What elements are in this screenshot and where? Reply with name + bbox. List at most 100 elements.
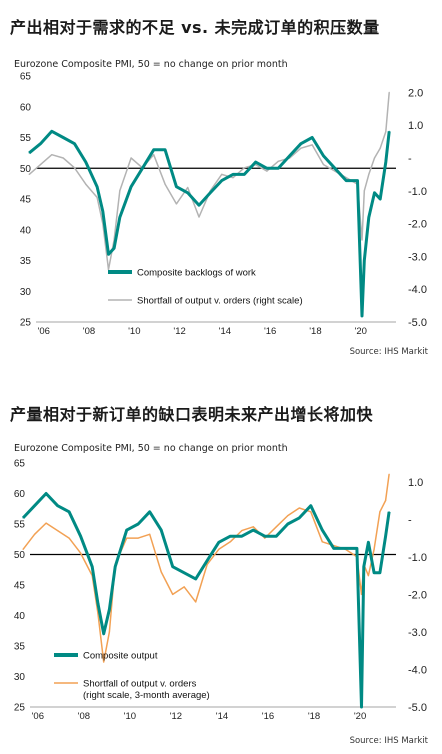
data-point (373, 572, 375, 574)
data-point (149, 533, 151, 535)
series-line (22, 474, 390, 663)
data-point (255, 161, 257, 163)
data-point (356, 179, 359, 182)
data-point (388, 130, 390, 132)
x-axis-tick-label: '08 (78, 711, 90, 722)
x-axis-tick-label: '18 (309, 326, 321, 337)
data-point (187, 192, 189, 194)
data-point (275, 526, 277, 528)
data-point (126, 537, 128, 539)
left-axis-tick-label: 60 (14, 489, 26, 500)
data-point (367, 575, 369, 577)
data-point (39, 143, 42, 145)
series-line (28, 92, 390, 271)
data-point (107, 268, 110, 271)
data-point (310, 511, 312, 513)
data-point (385, 499, 387, 502)
right-axis-tick-label: -4.0 (408, 664, 427, 676)
data-point (22, 548, 24, 550)
data-point (363, 566, 365, 568)
data-point (91, 566, 93, 568)
right-axis-tick-label: 1.0 (408, 477, 423, 489)
data-point (68, 511, 70, 513)
data-point (175, 186, 177, 188)
data-point (321, 541, 323, 543)
right-axis-tick-label: - (408, 514, 412, 526)
data-point (232, 177, 234, 179)
chart-2-plot: 65 60 55 50 45 40 35 30 25 1.0 - -1.0 -2.0 -3.0 -4.0 -5… (14, 459, 427, 723)
data-point (345, 177, 347, 179)
data-point (321, 529, 323, 531)
data-point (367, 541, 369, 543)
data-point (322, 155, 325, 157)
chart-title: 产量相对于新订单的缺口表明未来产出增长将加快 (10, 405, 374, 424)
data-point (241, 535, 243, 537)
data-point (80, 535, 82, 537)
data-point (102, 210, 104, 212)
data-point (149, 511, 151, 513)
right-axis-tick-label: - (408, 153, 412, 165)
data-point (300, 147, 302, 149)
left-axis-tick-label: 40 (14, 611, 26, 622)
data-point (344, 547, 346, 549)
x-axis-tick-label: '16 (264, 326, 276, 337)
chart-subtitle: Eurozone Composite PMI, 50 = no change o… (14, 443, 288, 454)
data-point (288, 155, 291, 157)
series-line (28, 129, 391, 318)
series-line (22, 492, 391, 709)
data-point (368, 216, 370, 219)
right-axis-tick-label: -5.0 (408, 702, 427, 714)
legend-label: Composite output (83, 651, 158, 662)
data-point (57, 505, 59, 507)
data-point (209, 192, 211, 194)
data-point (206, 560, 208, 562)
left-axis-tick-label: 45 (14, 581, 26, 592)
data-point (195, 601, 197, 603)
right-axis-tick-label: -2.0 (408, 589, 427, 601)
data-point (206, 563, 208, 565)
x-axis-tick-label: '10 (124, 711, 136, 722)
data-point (96, 196, 98, 198)
x-axis-tick-label: '20 (355, 326, 367, 337)
left-axis-tick-label: 35 (20, 256, 32, 267)
data-point (195, 578, 197, 580)
data-point (373, 192, 376, 194)
data-point (68, 537, 70, 539)
data-point (373, 548, 375, 550)
x-axis-tick-label: '10 (128, 326, 140, 337)
data-point (103, 661, 105, 663)
data-point (28, 173, 30, 175)
data-point (311, 136, 313, 139)
data-point (385, 535, 387, 537)
data-point (183, 586, 185, 588)
data-point (379, 572, 381, 574)
chart-1-plot: 65 60 55 50 45 40 35 30 25 2.0 1.0 - -1.0 -2.0 -3.0 -4.… (20, 72, 427, 338)
left-axis-tick-label: 35 (14, 642, 26, 653)
data-point (266, 167, 268, 169)
data-point (160, 529, 162, 531)
data-point (119, 190, 121, 192)
right-axis-tick-label: 1.0 (408, 120, 423, 132)
data-point (345, 179, 347, 182)
data-point (310, 505, 312, 507)
left-axis-tick-label: 25 (14, 703, 26, 714)
data-point (57, 529, 59, 532)
chart-source: Source: IHS Markit (349, 736, 428, 746)
data-point (160, 571, 162, 573)
data-point (373, 157, 376, 159)
left-axis-tick-label: 65 (14, 459, 26, 470)
x-axis-tick-label: '18 (308, 711, 320, 722)
data-point (361, 239, 363, 241)
data-point (187, 186, 189, 189)
data-point (137, 523, 139, 525)
data-point (252, 526, 254, 528)
data-point (277, 167, 279, 169)
x-axis-tick-label: '06 (38, 326, 50, 337)
legend-label: Shortfall of output v. orders (right sca… (137, 296, 303, 307)
data-point (385, 161, 387, 163)
data-point (334, 170, 336, 172)
data-point (164, 183, 166, 185)
data-point (198, 204, 200, 206)
data-point (85, 161, 87, 163)
data-point (361, 315, 363, 317)
